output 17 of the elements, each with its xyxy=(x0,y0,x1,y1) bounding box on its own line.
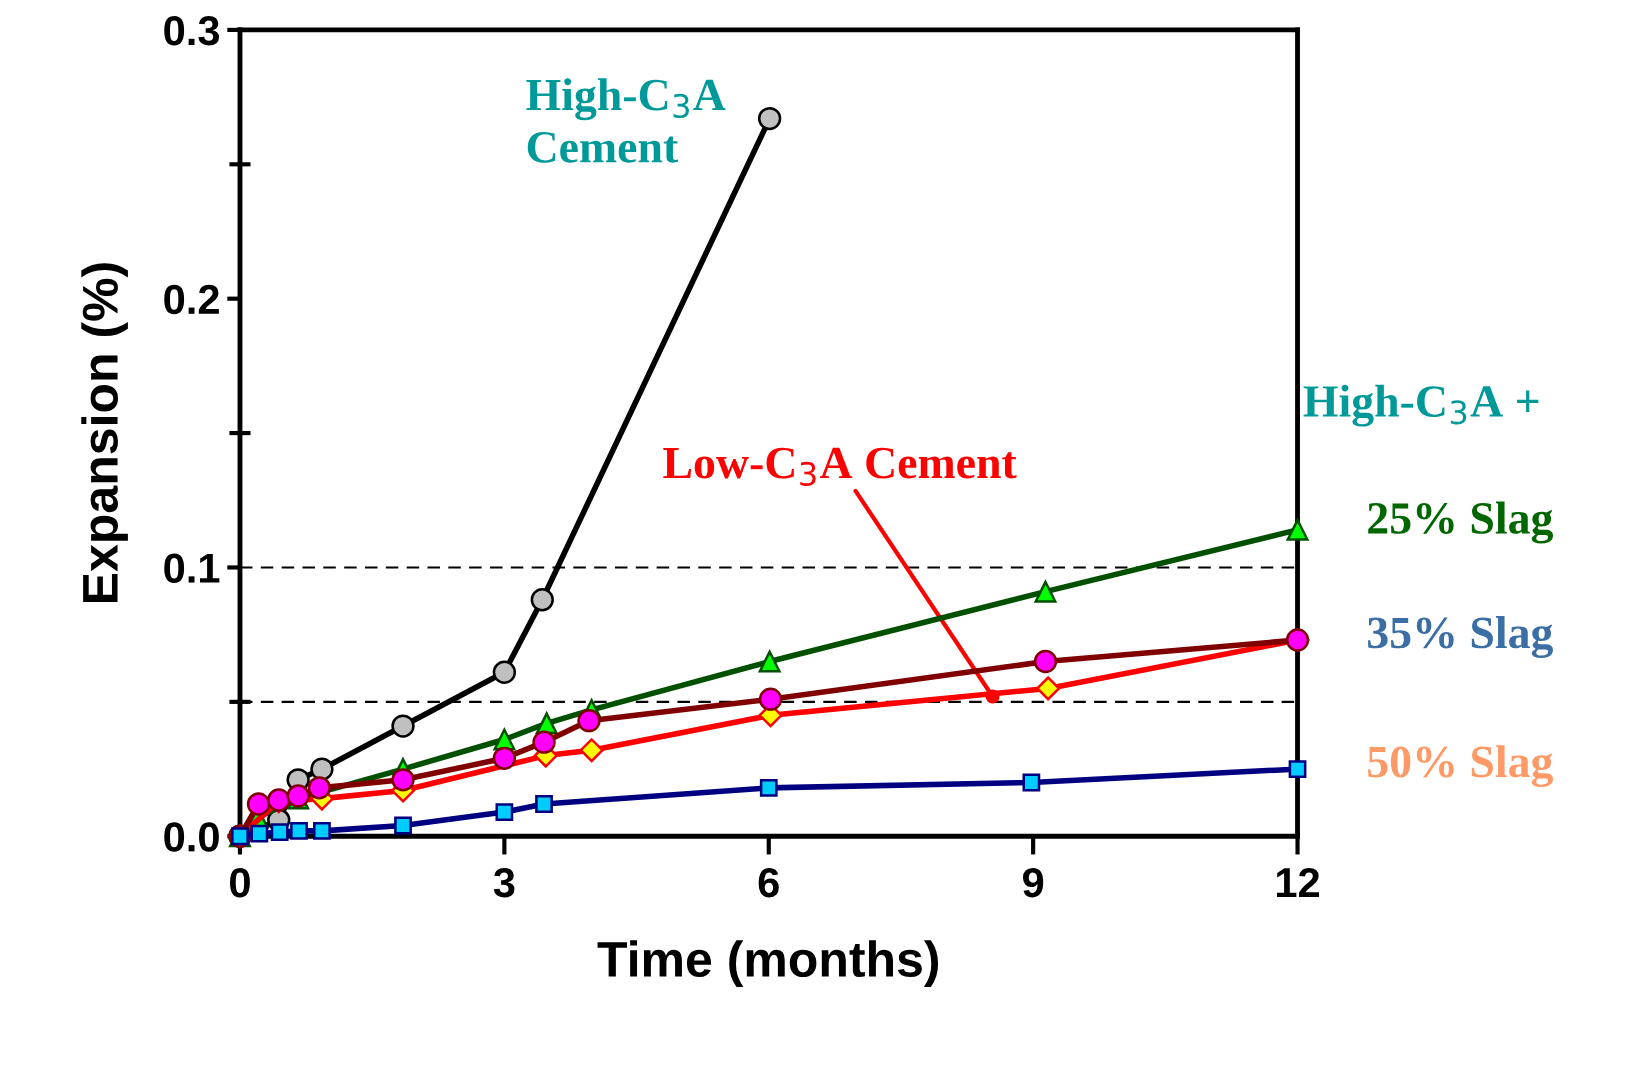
x-tick-label: 6 xyxy=(758,867,779,898)
y-tick-label: 0.3 xyxy=(164,15,220,46)
x-tick-label: 0 xyxy=(230,867,250,898)
x-axis-title: Time (months) xyxy=(597,940,939,987)
x-tick-label: 3 xyxy=(493,867,515,898)
x-tick-label: 12 xyxy=(1276,867,1320,897)
text: High-C$_{3}$A + xyxy=(1303,384,1539,427)
y-tick-label: 0.1 xyxy=(164,553,220,583)
text: 50% Slag xyxy=(1368,745,1554,788)
annotation: Low-C$_{3}$A Cement xyxy=(663,447,1017,486)
annotation: High-C$_{3}$A Cement xyxy=(526,78,726,163)
y-tick-label: 0.2 xyxy=(164,284,219,315)
x-tick-label: 9 xyxy=(1023,867,1044,898)
text: 35% Slag xyxy=(1368,616,1554,659)
text: 25% Slag xyxy=(1368,501,1554,544)
y-tick-label: 0.0 xyxy=(164,822,219,852)
y-axis-title: Expansion (%) xyxy=(81,263,128,602)
